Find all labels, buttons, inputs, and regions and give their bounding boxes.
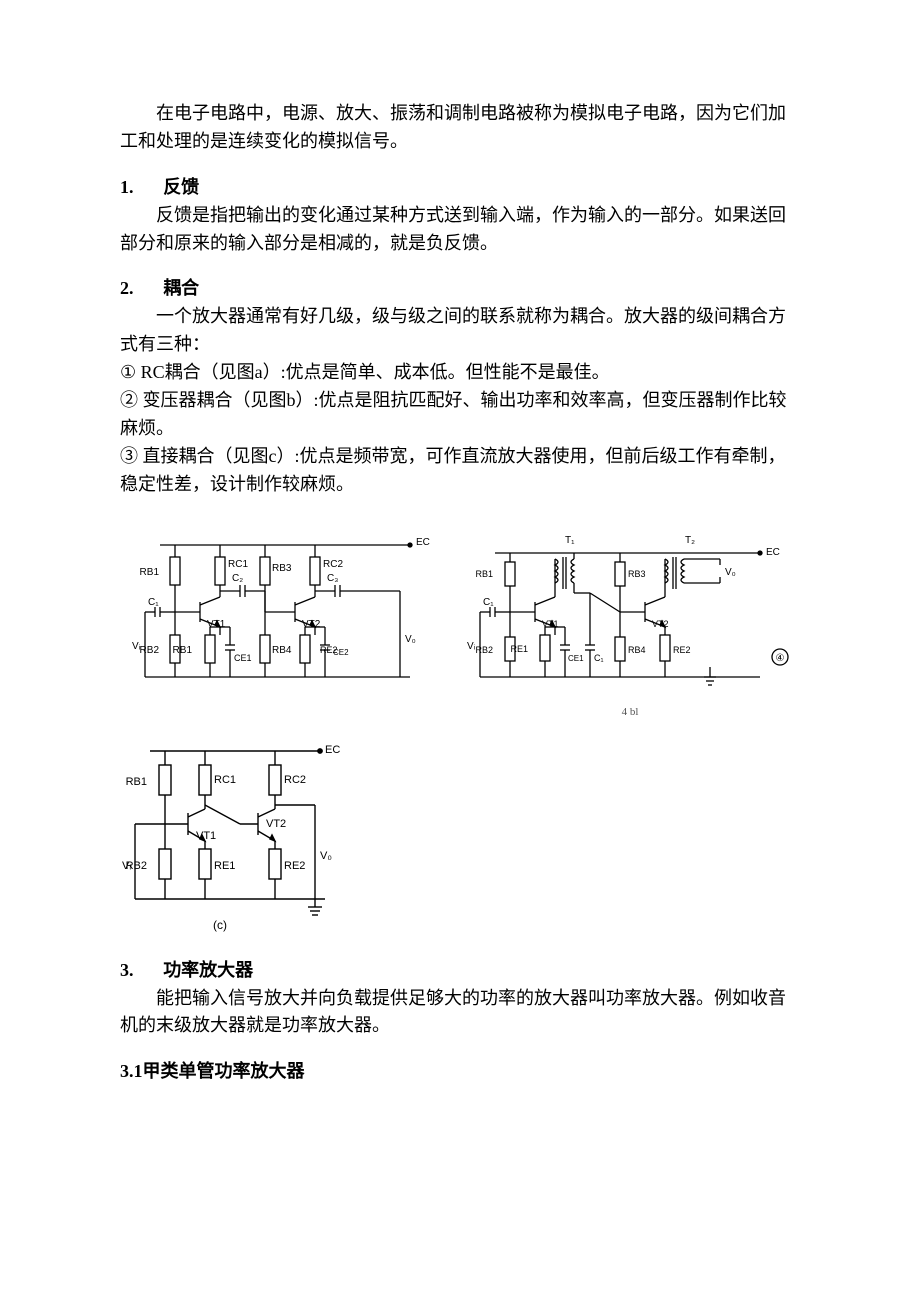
section-3-title: 功率放大器 (163, 957, 253, 985)
label-vt2-c: VT2 (266, 818, 286, 830)
figure-b-wrapper: EC C₁ Vᵢ RB1 RB2 (460, 527, 800, 721)
label-rb1-c: RB1 (126, 776, 147, 788)
label-t1: T₁ (565, 535, 575, 546)
label-rc1: RC1 (228, 559, 248, 570)
label-rb1: RB1 (140, 567, 160, 578)
label-vt2-b: VT2 (652, 619, 669, 629)
label-ec-c: EC (325, 744, 340, 756)
label-rb3: RB3 (272, 563, 292, 574)
label-rb3-b: RB3 (628, 569, 646, 579)
section-3-body: 能把输入信号放大并向负载提供足够大的功率的放大器叫功率放大器。例如收音机的末级放… (120, 985, 800, 1041)
label-rb4-b: RB4 (628, 645, 646, 655)
section-2-item-2: ② 变压器耦合（见图b）:优点是阻抗匹配好、输出功率和效率高，但变压器制作比较麻… (120, 387, 800, 443)
section-2-item-1: ① RC耦合（见图a）:优点是简单、成本低。但性能不是最佳。 (120, 359, 800, 387)
label-ec-b: EC (766, 547, 780, 558)
label-rb2-c: RB2 (126, 860, 147, 872)
label-t2: T₂ (685, 535, 695, 546)
section-1-body: 反馈是指把输出的变化通过某种方式送到输入端，作为输入的一部分。如果送回部分和原来… (120, 202, 800, 258)
label-re1-c: RE1 (214, 860, 235, 872)
label-re1-b: RE1 (510, 644, 528, 654)
label-rb2-b: RB2 (475, 645, 493, 655)
label-vo-b: V₀ (725, 567, 736, 578)
label-re2-c: RE2 (284, 860, 305, 872)
section-1-num: 1. (120, 174, 163, 202)
figure-b-caption: 4 bl (460, 704, 800, 721)
section-3-1-heading: 3.1甲类单管功率放大器 (120, 1058, 800, 1086)
figure-b-circuit-diagram: EC C₁ Vᵢ RB1 RB2 (460, 527, 800, 702)
label-rc2: RC2 (323, 559, 343, 570)
label-ec: EC (416, 537, 430, 548)
label-vo-c: V₀ (320, 850, 332, 862)
intro-paragraph: 在电子电路中，电源、放大、振荡和调制电路被称为模拟电子电路，因为它们加工和处理的… (120, 100, 800, 156)
figure-a-wrapper: EC C₁ Vᵢ RB1 (120, 527, 430, 721)
label-rc2-c: RC2 (284, 774, 306, 786)
label-rb1-b: RB1 (475, 569, 493, 579)
page: 在电子电路中，电源、放大、振荡和调制电路被称为模拟电子电路，因为它们加工和处理的… (0, 0, 920, 1302)
figure-c-wrapper: EC Vᵢ RB1 RB2 (120, 729, 800, 939)
section-3-heading: 3. 功率放大器 (120, 957, 800, 985)
section-1-heading: 1. 反馈 (120, 174, 800, 202)
label-rb4: RB4 (272, 645, 292, 656)
section-3-num: 3. (120, 957, 163, 985)
section-2-title: 耦合 (163, 275, 199, 303)
section-2-heading: 2. 耦合 (120, 275, 800, 303)
label-c2: C₂ (232, 573, 243, 584)
label-vi-b: Vᵢ (467, 641, 476, 652)
label-re2-b: RE2 (673, 645, 691, 655)
label-re1-a: RB1 (173, 645, 193, 656)
label-cap-c: (c) (213, 918, 227, 932)
label-c3: C₃ (327, 573, 338, 584)
label-c1-b: C₁ (483, 597, 494, 608)
section-2-lead: 一个放大器通常有好几级，级与级之间的联系就称为耦合。放大器的级间耦合方式有三种： (120, 303, 800, 359)
section-2-item-3: ③ 直接耦合（见图c）:优点是频带宽，可作直流放大器使用，但前后级工作有牵制，稳… (120, 443, 800, 499)
label-vo: V₀ (405, 634, 416, 645)
label-vt1-c: VT1 (196, 830, 216, 842)
label-circle4: ④ (776, 653, 785, 664)
label-c1: C₁ (148, 597, 159, 608)
label-ce1-b: CE1 (568, 654, 584, 663)
figure-a-circuit-diagram: EC C₁ Vᵢ RB1 (120, 527, 430, 702)
label-rc1-c: RC1 (214, 774, 236, 786)
svg-text:C₁: C₁ (594, 653, 604, 663)
section-2-num: 2. (120, 275, 163, 303)
figure-row-ab: EC C₁ Vᵢ RB1 (120, 527, 800, 721)
section-1-title: 反馈 (163, 174, 199, 202)
label-rb2: RB2 (140, 645, 160, 656)
label-ce2: CE2 (333, 648, 349, 657)
figure-c-circuit-diagram: EC Vᵢ RB1 RB2 (120, 729, 345, 939)
label-ce1: CE1 (234, 653, 252, 663)
